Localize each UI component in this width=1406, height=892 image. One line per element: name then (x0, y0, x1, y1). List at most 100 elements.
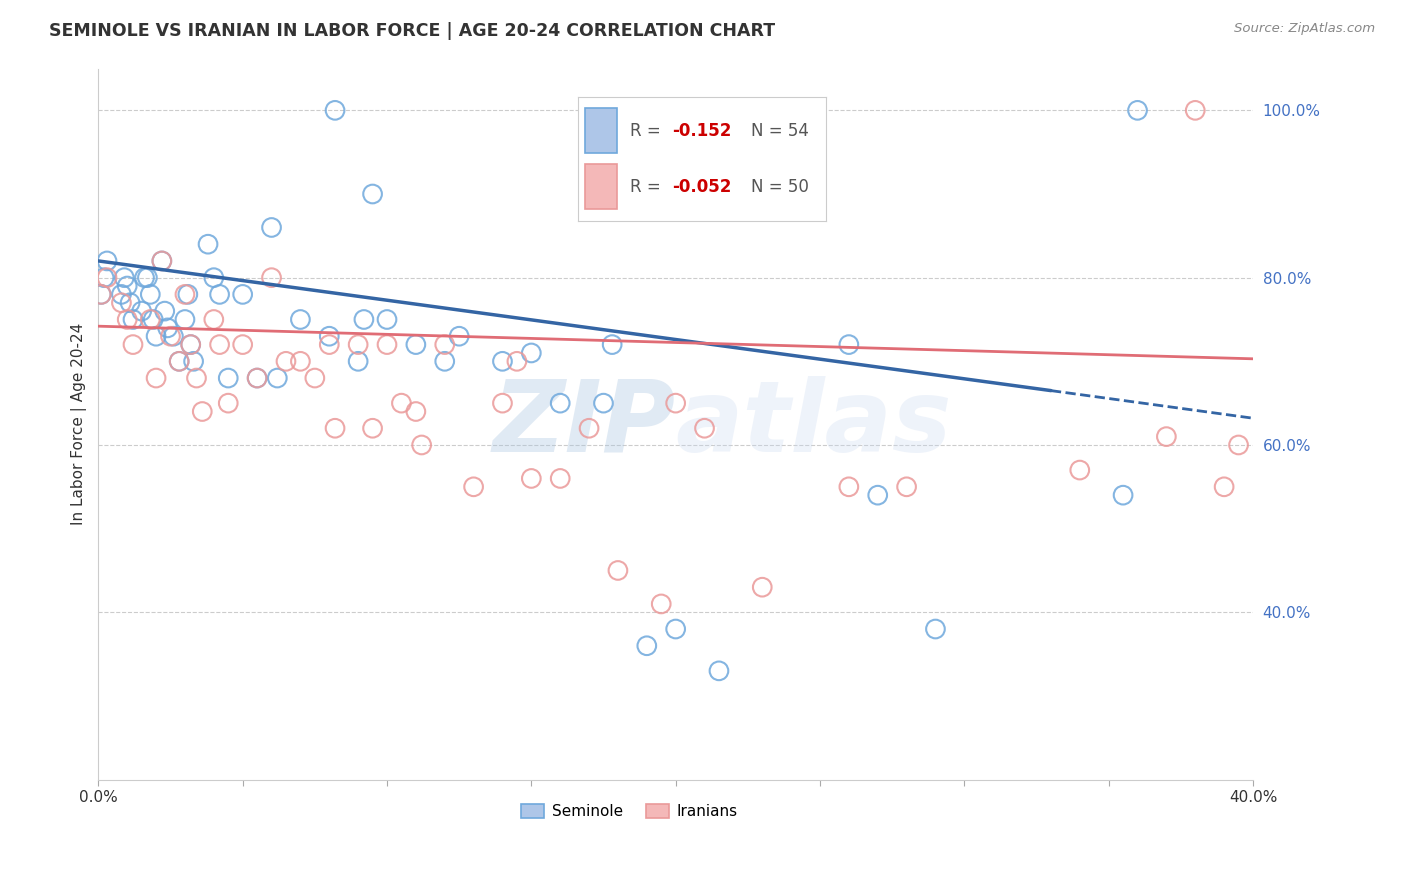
Point (150, 254, 173, 268)
Point (217, 396, 239, 410)
Point (208, 287, 231, 301)
Point (361, 421, 384, 435)
Point (110, 295, 132, 310)
Point (136, 270, 159, 285)
Point (186, 371, 208, 385)
Point (606, 564, 628, 578)
Point (707, 664, 730, 678)
Point (1184, 103, 1206, 118)
Point (1213, 480, 1236, 494)
Point (183, 354, 205, 368)
Point (145, 329, 167, 343)
Y-axis label: In Labor Force | Age 20-24: In Labor Force | Age 20-24 (72, 323, 87, 525)
Point (1069, 463, 1091, 477)
Point (177, 287, 200, 301)
Point (520, 471, 543, 485)
Point (391, 396, 413, 410)
Point (665, 396, 688, 410)
Point (323, 421, 346, 435)
Point (246, 371, 269, 385)
Point (751, 580, 773, 594)
Point (578, 421, 600, 435)
Point (693, 421, 716, 435)
Point (353, 312, 375, 326)
Point (246, 371, 269, 385)
Point (93, 270, 115, 285)
Point (112, 270, 135, 285)
Point (145, 371, 167, 385)
Point (202, 312, 225, 326)
Point (361, 186, 384, 201)
Point (122, 312, 145, 326)
Point (548, 396, 571, 410)
Point (323, 103, 346, 118)
Point (96, 254, 118, 268)
Point (115, 279, 138, 293)
Point (96, 270, 118, 285)
Point (347, 337, 370, 351)
Point (375, 312, 398, 326)
Point (520, 346, 543, 360)
Point (156, 321, 179, 335)
Point (506, 354, 529, 368)
Text: SEMINOLE VS IRANIAN IN LABOR FORCE | AGE 20-24 CORRELATION CHART: SEMINOLE VS IRANIAN IN LABOR FORCE | AGE… (49, 22, 775, 40)
Point (167, 354, 190, 368)
Point (217, 371, 239, 385)
Point (260, 220, 283, 235)
Point (202, 270, 225, 285)
Point (122, 337, 145, 351)
Text: Source: ZipAtlas.com: Source: ZipAtlas.com (1234, 22, 1375, 36)
Point (290, 354, 312, 368)
Point (318, 329, 340, 343)
Point (449, 329, 471, 343)
Point (491, 396, 513, 410)
Point (548, 471, 571, 485)
Point (491, 354, 513, 368)
Point (838, 337, 860, 351)
Point (304, 371, 326, 385)
Point (232, 337, 254, 351)
Point (274, 354, 297, 368)
Point (665, 622, 688, 636)
Point (433, 337, 456, 351)
Point (197, 237, 219, 252)
Point (115, 312, 138, 326)
Point (592, 396, 614, 410)
Point (139, 312, 162, 326)
Point (866, 488, 889, 502)
Point (180, 337, 202, 351)
Point (924, 622, 946, 636)
Point (650, 597, 672, 611)
Point (896, 480, 918, 494)
Point (1227, 438, 1250, 452)
Point (260, 270, 283, 285)
Point (600, 337, 623, 351)
Point (266, 371, 288, 385)
Text: ZIP: ZIP (492, 376, 676, 473)
Text: atlas: atlas (676, 376, 952, 473)
Point (142, 312, 165, 326)
Point (131, 304, 153, 318)
Point (180, 337, 202, 351)
Point (162, 329, 184, 343)
Point (405, 337, 427, 351)
Point (463, 480, 485, 494)
Point (1126, 103, 1149, 118)
Point (1156, 429, 1178, 443)
Point (318, 337, 340, 351)
Point (838, 480, 860, 494)
Point (167, 354, 190, 368)
Point (174, 287, 197, 301)
Point (1112, 488, 1135, 502)
Point (90, 287, 112, 301)
Point (139, 287, 162, 301)
Point (120, 295, 142, 310)
Point (411, 438, 433, 452)
Point (191, 404, 214, 418)
Point (375, 337, 398, 351)
Point (347, 354, 370, 368)
Point (405, 404, 427, 418)
Point (159, 329, 181, 343)
Point (290, 312, 312, 326)
Point (110, 287, 132, 301)
